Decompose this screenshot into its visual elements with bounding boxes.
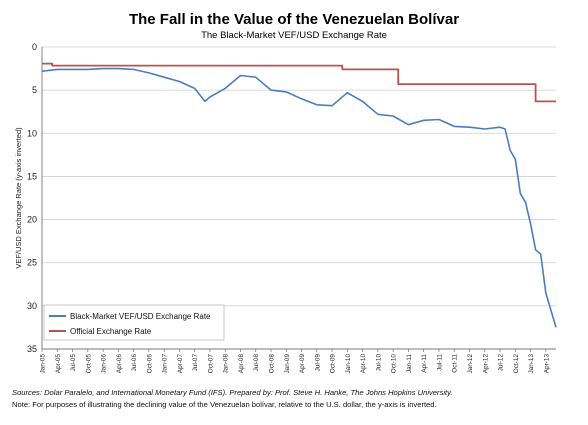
x-tick-label: Apr-11 — [421, 354, 428, 373]
x-tick-label: Jan-12 — [467, 354, 474, 374]
legend-label-black-market: Black-Market VEF/USD Exchange Rate — [70, 312, 211, 321]
x-tick-label: Apr-09 — [299, 354, 306, 374]
y-tick-label: 0 — [32, 42, 37, 52]
x-tick-label: Apr-06 — [116, 354, 123, 374]
x-tick-label: Jan-11 — [406, 354, 413, 374]
y-tick-label: 30 — [27, 301, 37, 311]
x-tick-label: Oct-12 — [513, 354, 520, 374]
y-axis-label: VEF/USD Exchange Rate (y-axis inverted) — [14, 127, 23, 269]
inversion-note: Note: For purposes of illustrating the d… — [12, 400, 437, 409]
x-tick-label: Jul-09 — [314, 354, 321, 372]
sources-note: Sources: Dolar Paralelo, and Internation… — [12, 388, 453, 397]
x-tick-label: Apr-10 — [360, 354, 367, 374]
x-tick-label: Jul-06 — [131, 354, 138, 372]
x-axis: Jan-05 Apr-05 Jul-05 Oct-05 Jan-06 Apr-06 Jul-… — [40, 349, 550, 374]
x-tick-label: Jan-07 — [162, 354, 169, 374]
legend-box — [43, 304, 225, 341]
y-tick-label: 5 — [32, 85, 37, 95]
x-tick-label: Jan-10 — [345, 354, 352, 374]
chart-title: The Fall in the Value of the Venezuelan … — [129, 11, 459, 28]
x-tick-label: Jul-10 — [375, 354, 382, 372]
x-tick-label: Jul-07 — [192, 354, 199, 372]
y-tick-label: 20 — [27, 215, 37, 225]
x-tick-label: Apr-05 — [55, 354, 62, 374]
x-tick-label: Apr-08 — [238, 354, 245, 374]
y-tick-label: 15 — [27, 171, 37, 181]
x-tick-label: Oct-09 — [330, 354, 337, 374]
x-tick-label: Jan-06 — [101, 354, 108, 374]
y-tick-label: 10 — [27, 128, 37, 138]
x-tick-label: Jul-08 — [253, 354, 260, 372]
x-tick-label: Oct-10 — [391, 354, 398, 374]
x-tick-label: Apr-13 — [543, 354, 550, 374]
x-tick-label: Apr-12 — [482, 354, 489, 374]
x-tick-label: Jan-08 — [223, 354, 230, 374]
x-tick-label: Jan-05 — [40, 354, 47, 374]
x-tick-label: Apr-07 — [177, 354, 184, 374]
series-line-official — [42, 62, 556, 103]
x-tick-label: Jan-09 — [284, 354, 291, 374]
grid — [41, 46, 556, 350]
x-tick-label: Jul-05 — [70, 354, 77, 372]
x-tick-label: Oct-08 — [269, 354, 276, 374]
y-axis: 0 5 10 15 20 25 30 35 — [27, 42, 37, 354]
x-tick-label: Oct-11 — [452, 354, 459, 373]
chart-subtitle: The Black-Market VEF/USD Exchange Rate — [201, 30, 387, 41]
x-tick-label: Jul-12 — [498, 354, 505, 372]
y-tick-label: 25 — [27, 258, 37, 268]
x-tick-label: Jan-13 — [528, 354, 535, 374]
x-tick-label: Jul-11 — [436, 354, 443, 371]
series-layer — [41, 62, 557, 328]
legend-label-official: Official Exchange Rate — [70, 327, 152, 336]
x-tick-label: Oct-06 — [146, 354, 153, 374]
legend: Black-Market VEF/USD Exchange Rate Offic… — [43, 304, 225, 341]
series-line-black-market — [41, 67, 557, 328]
x-tick-label: Oct-05 — [85, 354, 92, 374]
y-tick-label: 35 — [27, 344, 37, 354]
x-tick-label: Oct-07 — [207, 354, 214, 374]
